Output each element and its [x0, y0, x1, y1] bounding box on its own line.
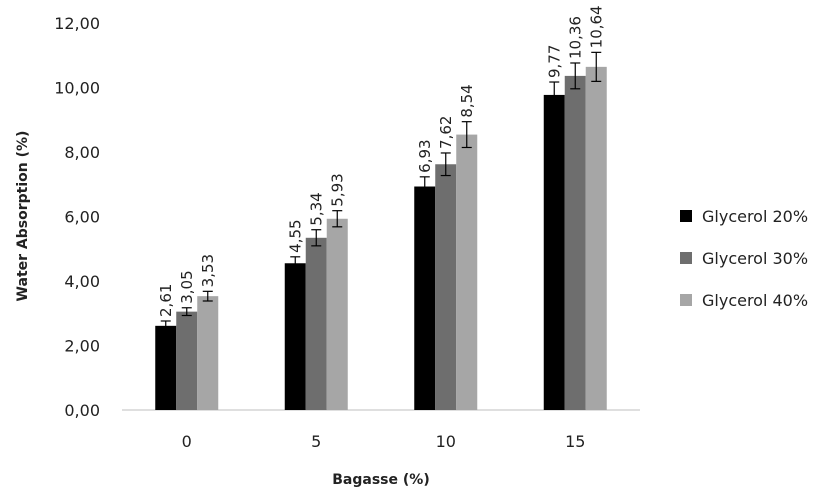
legend-label: Glycerol 40%	[702, 291, 808, 310]
bar	[564, 75, 586, 410]
bar	[585, 66, 607, 411]
y-tick-label: 0,00	[64, 401, 100, 420]
legend-swatch	[680, 252, 692, 264]
legend-swatch	[680, 210, 692, 222]
data-label: 3,05	[178, 270, 196, 303]
y-axis-ticks: 0,00 2,00 4,00 6,00 8,00 10,00 12,00	[54, 14, 100, 420]
bar	[305, 237, 327, 410]
data-label: 6,93	[416, 139, 434, 172]
x-axis-ticks: 0 5 10 15	[182, 432, 586, 451]
bar	[326, 218, 348, 410]
data-label: 7,62	[437, 116, 455, 149]
bar	[176, 311, 198, 410]
y-tick-label: 4,00	[64, 272, 100, 291]
bar	[456, 134, 478, 410]
x-tick-label: 10	[436, 432, 456, 451]
x-tick-label: 5	[311, 432, 321, 451]
y-tick-label: 8,00	[64, 143, 100, 162]
y-tick-label: 10,00	[54, 79, 100, 98]
bar	[435, 164, 457, 410]
data-label: 3,53	[199, 254, 217, 287]
legend-swatch	[680, 294, 692, 306]
y-tick-label: 6,00	[64, 208, 100, 227]
data-label: 10,64	[587, 5, 605, 48]
legend-label: Glycerol 20%	[702, 207, 808, 226]
legend: Glycerol 20% Glycerol 30% Glycerol 40%	[680, 207, 808, 310]
bars-group: 2,61 3,05 3,53 4,555,345,93 6,937,628,54 9,77…	[155, 5, 607, 411]
y-tick-label: 12,00	[54, 14, 100, 33]
data-label: 8,54	[458, 84, 476, 117]
y-tick-label: 2,00	[64, 337, 100, 356]
data-label: 2,61	[157, 284, 175, 317]
data-label: 4,55	[286, 219, 304, 252]
x-tick-label: 15	[565, 432, 585, 451]
data-label: 10,36	[566, 16, 584, 59]
bar	[284, 263, 306, 410]
bar	[197, 296, 219, 410]
x-tick-label: 0	[182, 432, 192, 451]
y-axis-title: Water Absorption (%)	[15, 131, 31, 302]
data-label: 9,77	[545, 45, 563, 78]
bar	[155, 325, 177, 410]
x-axis-title: Bagasse (%)	[332, 472, 429, 488]
bar	[543, 94, 565, 410]
data-label: 5,93	[328, 173, 346, 206]
bar	[414, 186, 436, 410]
data-label: 5,34	[307, 192, 325, 225]
legend-label: Glycerol 30%	[702, 249, 808, 268]
